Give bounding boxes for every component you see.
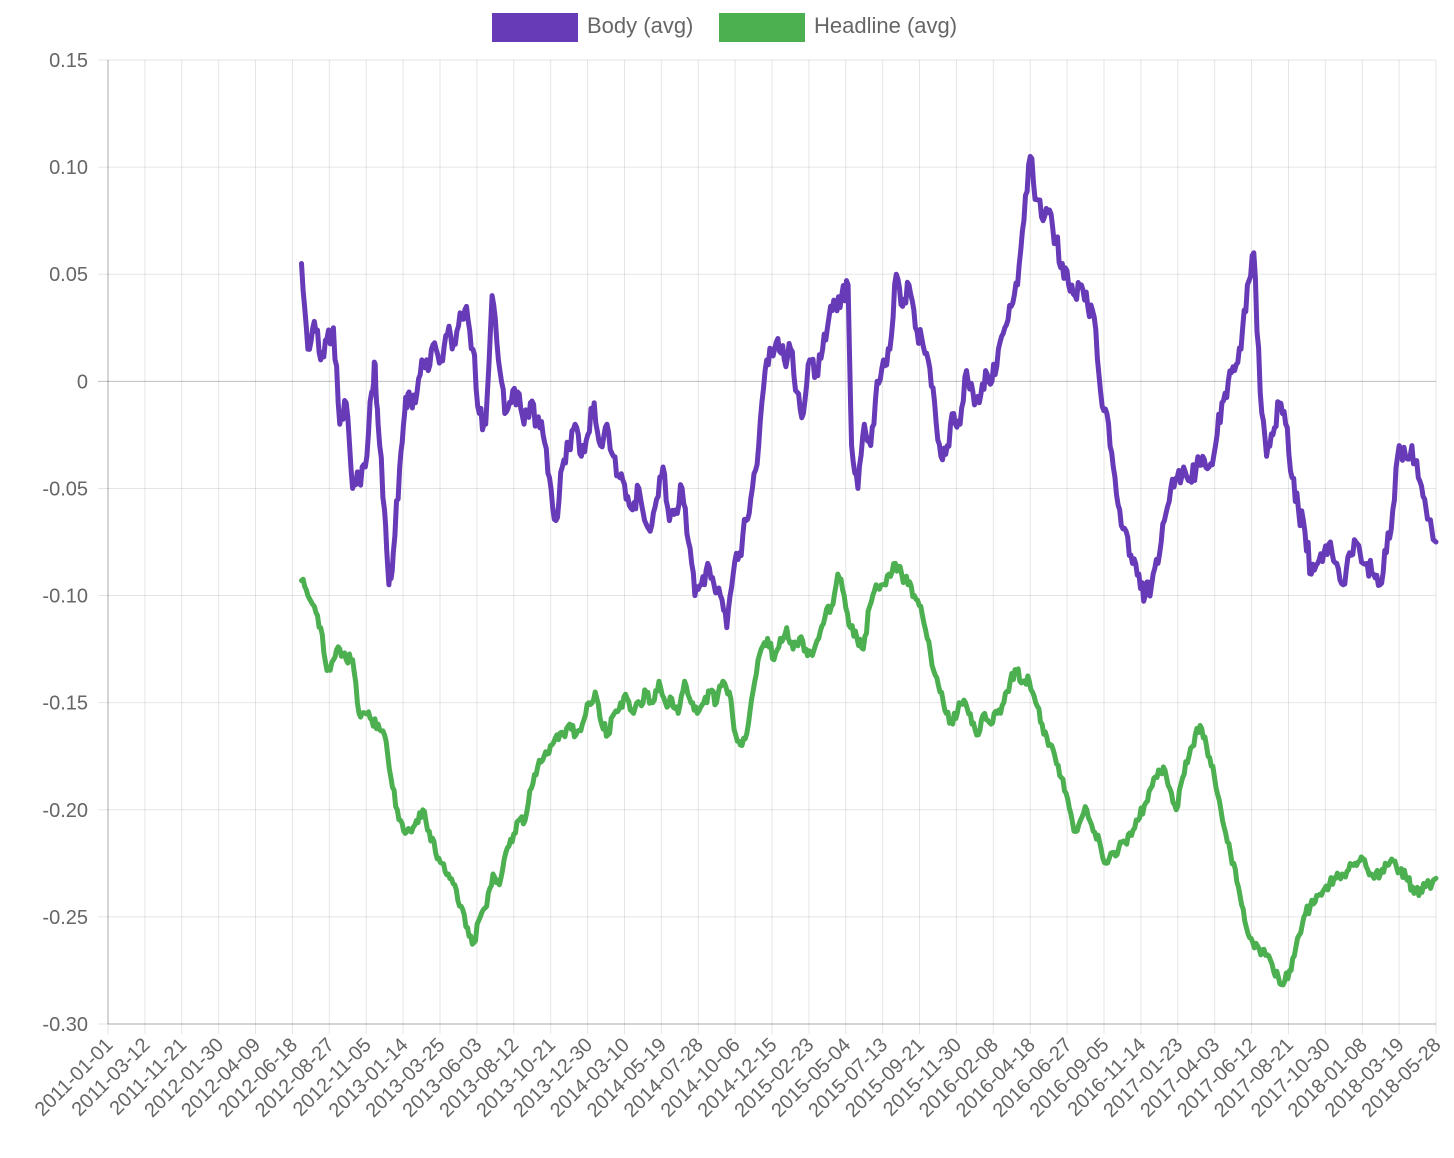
y-tick-label: -0.25 — [42, 907, 88, 929]
legend-swatch — [719, 13, 805, 42]
y-tick-label: 0.15 — [49, 50, 88, 72]
y-tick-label: 0.10 — [49, 157, 88, 179]
series-line-body — [299, 153, 1439, 631]
legend-item-headline[interactable]: Headline (avg) — [719, 13, 957, 42]
legend-item-body[interactable]: Body (avg) — [492, 13, 693, 42]
legend-label: Headline (avg) — [814, 13, 957, 38]
legend-label: Body (avg) — [587, 13, 693, 38]
legend-swatch — [492, 13, 578, 42]
y-tick-label: -0.20 — [42, 800, 88, 822]
grid — [98, 59, 1437, 1034]
series-line-headline — [299, 560, 1439, 988]
y-tick-label: -0.15 — [42, 693, 88, 715]
y-tick-label: -0.30 — [42, 1014, 88, 1036]
y-tick-label: 0.05 — [49, 264, 88, 286]
legend[interactable]: Body (avg) Headline (avg) — [492, 13, 957, 42]
series-lines — [299, 153, 1439, 988]
y-tick-label: -0.10 — [42, 586, 88, 608]
y-tick-label: 0 — [77, 371, 88, 393]
y-tick-label: -0.05 — [42, 478, 88, 500]
axes: 0.15 0.10 0.05 0 -0.05 -0.10 -0.15 -0.20 -0.25 -0… — [31, 50, 1446, 1122]
